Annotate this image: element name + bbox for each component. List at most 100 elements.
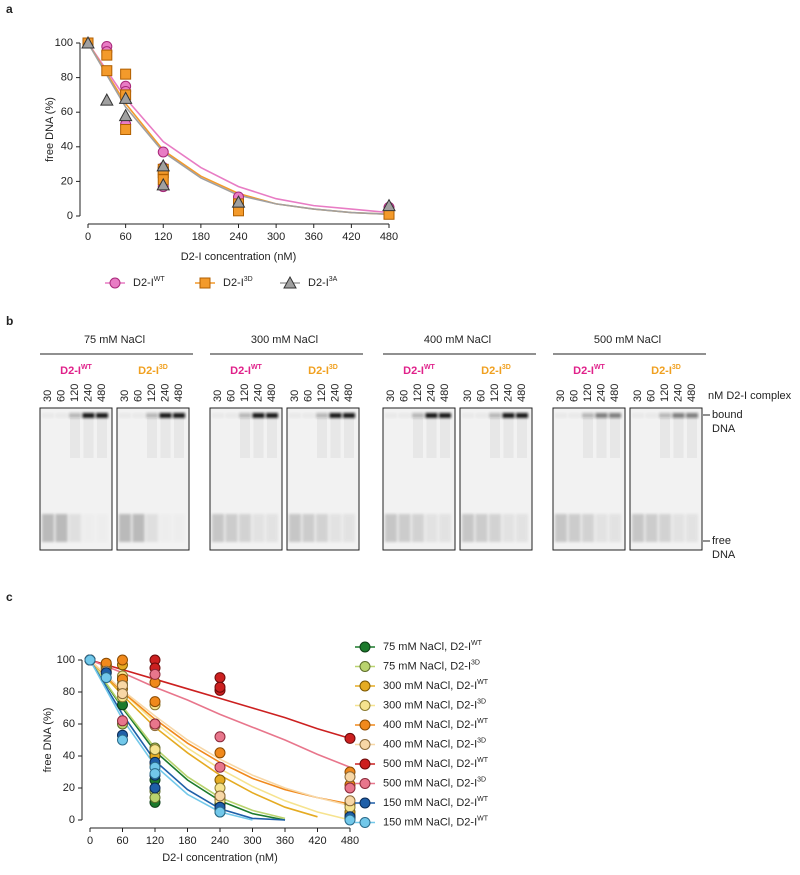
free-band — [475, 514, 488, 542]
free-band — [439, 514, 451, 542]
lane-label: 60 — [645, 390, 657, 402]
unit-label: nM D2-I complex — [708, 390, 792, 402]
data-point — [382, 198, 396, 212]
bound-band — [69, 413, 81, 418]
bound-band — [119, 413, 131, 418]
x-tick-label: 300 — [243, 835, 261, 847]
smear — [97, 418, 107, 458]
free-band — [659, 514, 671, 542]
legend-label-main: 75 mM NaCl, D2-I — [383, 641, 471, 653]
protein-name: D2-I — [481, 365, 502, 377]
fit-line — [87, 42, 390, 216]
smear — [330, 418, 341, 458]
x-tick-label: 0 — [87, 835, 93, 847]
bound-band — [489, 413, 501, 418]
bound-band — [398, 413, 411, 418]
data-point — [344, 782, 356, 794]
protein-sup: 3D — [329, 364, 338, 371]
lane-label: 240 — [252, 384, 264, 402]
lane-label: 240 — [672, 384, 684, 402]
legend-label: 500 mM NaCl, D2-I3D — [383, 776, 486, 789]
smear — [660, 418, 670, 458]
bound-band — [516, 413, 528, 418]
lane-label: 120 — [412, 384, 424, 402]
lane-label: 480 — [173, 384, 185, 402]
protein-label: D2-I3D — [651, 364, 681, 377]
lane-label: 480 — [686, 384, 698, 402]
data-point — [344, 795, 356, 807]
legend-label: D2-I3A — [308, 276, 338, 289]
legend-marker — [359, 700, 371, 711]
data-point — [99, 93, 114, 106]
lane-label: 120 — [239, 384, 251, 402]
bound-band — [55, 413, 68, 418]
lane-label: 120 — [69, 384, 81, 402]
legend-label: 150 mM NaCl, D2-IWT — [383, 796, 489, 809]
lane-label: 30 — [555, 390, 567, 402]
free-band — [568, 514, 581, 542]
y-tick-label: 40 — [63, 750, 75, 762]
legend-label: 75 mM NaCl, D2-IWT — [383, 640, 483, 653]
bound-band — [568, 413, 581, 418]
protein-label: D2-IWT — [573, 364, 605, 377]
y-tick-label: 80 — [63, 686, 75, 698]
bound-band — [412, 413, 424, 418]
protein-name: D2-I — [230, 365, 251, 377]
data-point — [214, 761, 226, 773]
bound-band — [239, 413, 251, 418]
free-band — [462, 514, 474, 542]
data-point — [156, 158, 171, 172]
lane-label: 480 — [609, 384, 621, 402]
lane-label: 60 — [55, 390, 67, 402]
free-band — [289, 514, 301, 542]
smear — [240, 418, 250, 458]
free-band — [555, 514, 567, 542]
free-band — [132, 514, 145, 542]
bound-band — [555, 413, 567, 418]
x-tick-label: 360 — [305, 231, 323, 243]
data-point — [149, 744, 161, 756]
legend-marker — [359, 797, 371, 809]
lane-label: 480 — [516, 384, 528, 402]
lane-label: 480 — [96, 384, 108, 402]
data-point — [344, 732, 356, 744]
x-tick-label: 240 — [211, 835, 229, 847]
legend-label-sup: WT — [477, 796, 489, 803]
lane-label: 60 — [475, 390, 487, 402]
lane-label: 60 — [568, 390, 580, 402]
smear — [160, 418, 171, 458]
smear — [344, 418, 354, 458]
legend-label-main: 300 mM NaCl, D2-I — [383, 680, 477, 692]
data-point — [120, 68, 132, 80]
bound-band — [212, 413, 224, 418]
free-band — [385, 514, 397, 542]
lane-label: 120 — [659, 384, 671, 402]
x-tick-label: 180 — [192, 231, 210, 243]
smear — [490, 418, 500, 458]
lane-label: 120 — [489, 384, 501, 402]
legend-marker — [359, 817, 371, 828]
y-tick-label: 100 — [55, 37, 73, 49]
data-point — [231, 195, 246, 208]
bound-band — [82, 413, 95, 418]
bound-band — [439, 413, 451, 418]
free-band — [329, 514, 342, 542]
free-band — [252, 514, 265, 542]
smear — [673, 418, 684, 458]
legend-label: 500 mM NaCl, D2-IWT — [383, 757, 489, 770]
free-band — [302, 514, 315, 542]
free-band — [266, 514, 278, 542]
data-point — [100, 672, 112, 684]
x-tick-label: 480 — [380, 231, 398, 243]
legend-marker — [283, 275, 297, 289]
smear — [583, 418, 593, 458]
legend-label: D2-IWT — [133, 276, 165, 289]
free-band — [119, 514, 131, 542]
bound-label: bound — [712, 409, 743, 421]
data-point — [149, 782, 161, 794]
data-point — [118, 108, 133, 122]
legend-label-sup: WT — [471, 640, 483, 647]
data-point — [149, 696, 161, 708]
legend-label: 300 mM NaCl, D2-I3D — [383, 698, 486, 711]
